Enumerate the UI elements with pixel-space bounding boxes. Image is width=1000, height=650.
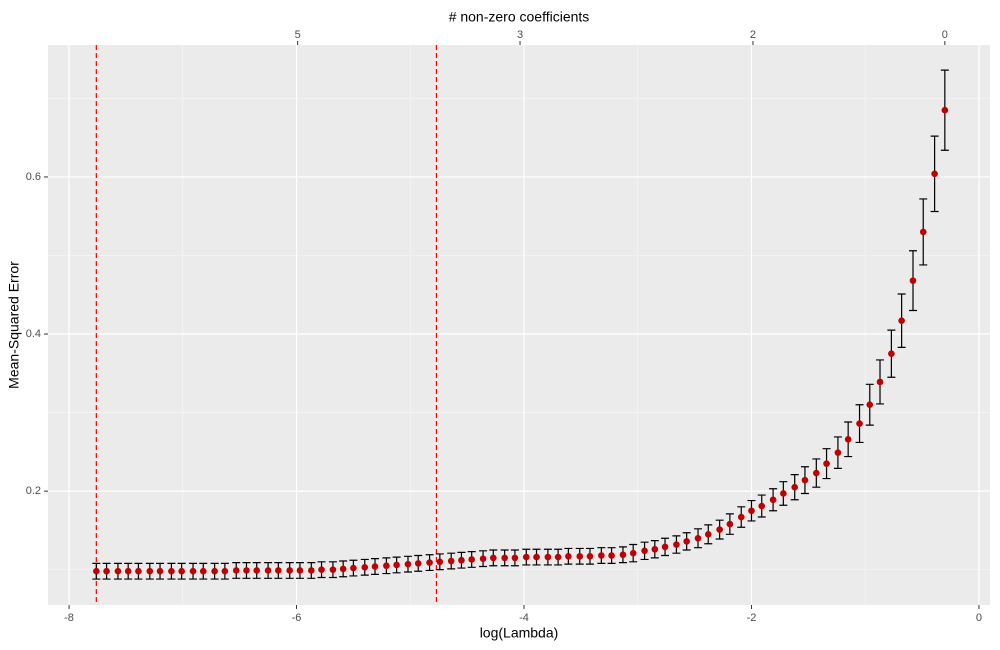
point xyxy=(350,564,357,572)
point xyxy=(329,566,337,573)
x-tick-label: 0 xyxy=(976,612,982,624)
point xyxy=(565,553,572,560)
point xyxy=(823,460,830,467)
point xyxy=(468,556,475,563)
point xyxy=(576,553,584,560)
point xyxy=(275,567,282,574)
point xyxy=(683,538,690,545)
point xyxy=(801,476,809,484)
point xyxy=(641,547,648,555)
point xyxy=(286,567,293,574)
point xyxy=(533,553,540,561)
point xyxy=(866,401,874,409)
point xyxy=(737,513,745,521)
point xyxy=(586,553,594,560)
point xyxy=(716,526,723,533)
point xyxy=(780,490,787,497)
y-tick-label: 0.6 xyxy=(26,171,41,183)
point xyxy=(522,553,530,561)
point xyxy=(888,350,895,357)
point xyxy=(339,565,347,573)
point xyxy=(308,567,315,574)
point xyxy=(844,435,852,443)
x-tick-label: -6 xyxy=(292,612,302,624)
point xyxy=(941,106,949,114)
point xyxy=(243,567,250,574)
point xyxy=(554,553,562,561)
x-tick-label: -8 xyxy=(64,612,74,624)
x-tick-label: -2 xyxy=(747,612,757,624)
point xyxy=(135,567,142,575)
point xyxy=(447,557,455,565)
point xyxy=(168,567,175,575)
point xyxy=(264,567,272,574)
top-tick-label: 0 xyxy=(942,29,948,41)
point xyxy=(156,567,164,575)
point xyxy=(371,563,379,570)
point xyxy=(489,554,497,562)
point xyxy=(114,567,122,575)
point xyxy=(404,560,412,568)
top-tick-label: 2 xyxy=(750,29,756,41)
point xyxy=(426,559,433,566)
point xyxy=(813,469,820,477)
point xyxy=(898,317,905,324)
point xyxy=(361,564,369,571)
point xyxy=(479,555,487,562)
y-tick-label: 0.2 xyxy=(26,485,41,497)
point xyxy=(124,567,132,575)
point xyxy=(661,543,669,551)
point xyxy=(199,567,207,575)
point xyxy=(909,277,917,284)
point xyxy=(511,554,519,562)
point xyxy=(393,561,400,569)
point xyxy=(619,551,627,559)
point xyxy=(414,560,422,567)
point xyxy=(629,549,637,557)
x-axis-title: log(Lambda) xyxy=(480,625,559,641)
point xyxy=(608,552,615,559)
point xyxy=(791,483,799,491)
point xyxy=(253,567,261,574)
y-axis-title: Mean-Squared Error xyxy=(6,261,22,389)
point xyxy=(704,531,712,538)
point xyxy=(146,567,154,575)
point xyxy=(856,420,863,427)
point xyxy=(318,566,325,573)
point xyxy=(221,567,229,575)
top-tick-label: 5 xyxy=(295,29,301,41)
point xyxy=(211,567,218,575)
point xyxy=(544,553,552,561)
point xyxy=(232,567,240,574)
x-tick-label: -4 xyxy=(519,612,529,624)
point xyxy=(501,554,508,562)
point xyxy=(296,567,304,574)
point xyxy=(834,449,842,456)
y-tick-label: 0.4 xyxy=(26,328,41,340)
point xyxy=(178,567,185,575)
panel xyxy=(48,45,990,605)
point xyxy=(758,502,766,510)
point xyxy=(598,552,605,559)
point xyxy=(694,534,702,542)
top-axis-title: # non-zero coefficients xyxy=(449,9,590,25)
point xyxy=(726,520,734,528)
point xyxy=(876,378,884,386)
point xyxy=(673,541,680,548)
point xyxy=(769,496,777,504)
top-tick-label: 3 xyxy=(517,29,523,41)
point xyxy=(651,545,659,553)
point xyxy=(436,558,444,566)
point xyxy=(383,562,390,570)
point xyxy=(919,228,927,236)
point xyxy=(748,507,755,515)
point xyxy=(103,567,110,575)
point xyxy=(931,170,938,178)
point xyxy=(93,567,100,575)
point xyxy=(458,556,465,564)
point xyxy=(189,567,197,575)
